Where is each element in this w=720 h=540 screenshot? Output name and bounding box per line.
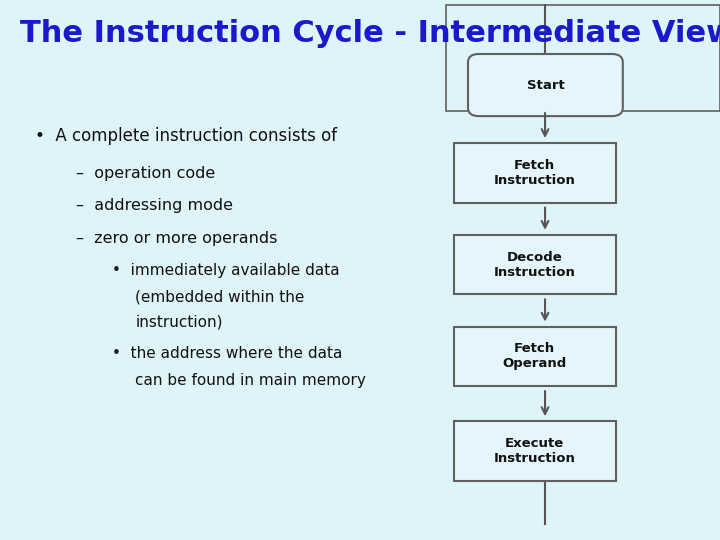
Text: (embedded within the: (embedded within the bbox=[135, 290, 305, 305]
Text: –  addressing mode: – addressing mode bbox=[76, 198, 233, 213]
FancyBboxPatch shape bbox=[446, 5, 720, 111]
Text: Decode
Instruction: Decode Instruction bbox=[494, 251, 575, 279]
Text: Fetch
Operand: Fetch Operand bbox=[503, 342, 567, 370]
FancyBboxPatch shape bbox=[468, 54, 623, 116]
Text: can be found in main memory: can be found in main memory bbox=[135, 373, 366, 388]
Text: •  immediately available data: • immediately available data bbox=[112, 263, 339, 278]
Text: Start: Start bbox=[526, 78, 564, 92]
FancyBboxPatch shape bbox=[454, 421, 616, 481]
Text: –  operation code: – operation code bbox=[76, 166, 215, 181]
FancyBboxPatch shape bbox=[454, 143, 616, 202]
Text: •  the address where the data: • the address where the data bbox=[112, 346, 342, 361]
Text: instruction): instruction) bbox=[135, 314, 223, 329]
FancyBboxPatch shape bbox=[454, 235, 616, 294]
Text: Fetch
Instruction: Fetch Instruction bbox=[494, 159, 575, 187]
FancyBboxPatch shape bbox=[454, 327, 616, 386]
Text: –  zero or more operands: – zero or more operands bbox=[76, 231, 277, 246]
Text: •  A complete instruction consists of: • A complete instruction consists of bbox=[35, 127, 337, 145]
Text: The Instruction Cycle - Intermediate View: The Instruction Cycle - Intermediate Vie… bbox=[20, 19, 720, 48]
Text: Execute
Instruction: Execute Instruction bbox=[494, 437, 575, 465]
